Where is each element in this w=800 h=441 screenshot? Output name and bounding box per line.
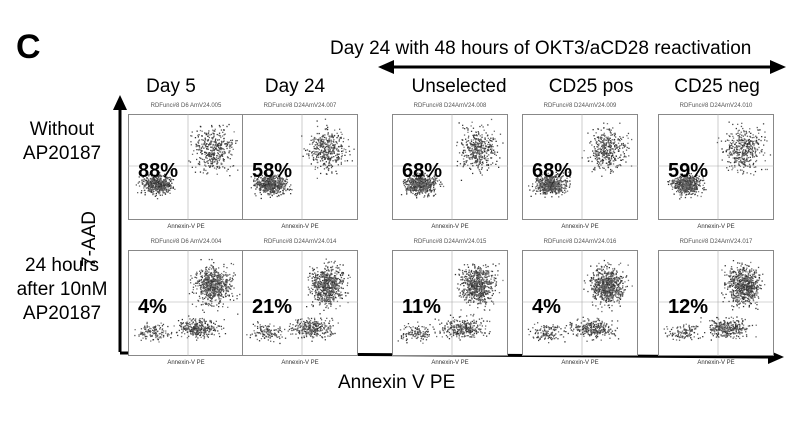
percent-label: 68% xyxy=(532,160,573,182)
scatter-density xyxy=(658,250,774,356)
plot-x-label: Annexin-V PE xyxy=(697,224,735,230)
header-double-arrow xyxy=(378,60,786,74)
plot-title: RDFunc#8 D24AmV24.016 xyxy=(543,239,617,245)
plot-x-label: Annexin-V PE xyxy=(281,360,319,366)
percent-label: 21% xyxy=(252,296,293,318)
scatter-density xyxy=(392,114,508,220)
scatter-density xyxy=(522,250,638,356)
flow-plot: RDFunc#8 D24AmV24.017 12% Annexin-V PE xyxy=(658,239,774,366)
percent-label: 59% xyxy=(668,160,709,182)
percent-label: 58% xyxy=(252,160,293,182)
percent-label: 11% xyxy=(402,296,441,318)
plot-title: RDFunc#8 D24AmV24.014 xyxy=(263,239,337,245)
percent-label: 4% xyxy=(532,296,561,318)
row-label-with-ap20187: 24 hours after 10nM AP20187 xyxy=(16,255,108,324)
scatter-density xyxy=(128,114,244,220)
row-label-without: Without AP20187 xyxy=(22,119,102,164)
flow-plot: RDFunc#8 D24AmV24.014 21% Annexin-V PE xyxy=(242,239,358,366)
panel-letter: C xyxy=(16,28,41,66)
plot-x-label: Annexin-V PE xyxy=(697,360,735,366)
column-label-cd25-pos: CD25 pos xyxy=(548,76,634,97)
plot-x-label: Annexin-V PE xyxy=(561,224,599,230)
scatter-density xyxy=(522,114,638,220)
plot-x-label: Annexin-V PE xyxy=(431,224,469,230)
plot-title: RDFunc#8 D6 AmV24.005 xyxy=(150,103,222,109)
plot-title: RDFunc#8 D24AmV24.017 xyxy=(679,239,753,245)
plot-title: RDFunc#8 D6 AmV24.004 xyxy=(150,239,222,245)
plot-title: RDFunc#8 D24AmV24.009 xyxy=(543,103,617,109)
plot-title: RDFunc#8 D24AmV24.010 xyxy=(679,103,753,109)
flow-plot: RDFunc#8 D24AmV24.015 11% Annexin-V PE xyxy=(392,239,508,366)
flow-plot: RDFunc#8 D24AmV24.007 58% Annexin-V PE xyxy=(242,103,358,230)
reactivation-header: Day 24 with 48 hours of OKT3/aCD28 react… xyxy=(330,38,752,59)
scatter-density xyxy=(392,250,508,356)
scatter-density xyxy=(128,250,244,356)
plot-x-label: Annexin-V PE xyxy=(431,360,469,366)
plot-x-label: Annexin-V PE xyxy=(167,360,205,366)
plot-title: RDFunc#8 D24AmV24.008 xyxy=(413,103,487,109)
percent-label: 4% xyxy=(138,296,167,318)
y-axis-label: 7-AAD xyxy=(78,211,100,267)
column-label-unselected: Unselected xyxy=(411,76,507,97)
percent-label: 88% xyxy=(138,160,179,182)
plot-title: RDFunc#8 D24AmV24.015 xyxy=(413,239,487,245)
column-label-cd25-neg: CD25 neg xyxy=(674,76,760,97)
percent-label: 68% xyxy=(402,160,443,182)
y-axis-arrow xyxy=(113,95,127,352)
column-label-day24: Day 24 xyxy=(264,76,326,97)
plot-x-label: Annexin-V PE xyxy=(561,360,599,366)
flow-plot: RDFunc#8 D24AmV24.008 68% Annexin-V PE xyxy=(392,103,508,230)
column-label-day5: Day 5 xyxy=(146,76,196,97)
x-axis-label: Annexin V PE xyxy=(338,372,456,393)
percent-label: 12% xyxy=(668,296,709,318)
flow-plot: RDFunc#8 D24AmV24.009 68% Annexin-V PE xyxy=(522,103,638,230)
scatter-density xyxy=(242,250,358,356)
plot-x-label: Annexin-V PE xyxy=(281,224,319,230)
flow-plot: RDFunc#8 D6 AmV24.004 4% Annexin-V PE xyxy=(128,239,244,366)
scatter-density xyxy=(658,114,774,220)
scatter-density xyxy=(242,114,358,220)
flow-plot: RDFunc#8 D24AmV24.016 4% Annexin-V PE xyxy=(522,239,638,366)
plot-x-label: Annexin-V PE xyxy=(167,224,205,230)
flow-plot: RDFunc#8 D6 AmV24.005 88% Annexin-V PE xyxy=(128,103,244,230)
plot-title: RDFunc#8 D24AmV24.007 xyxy=(263,103,337,109)
flow-plot: RDFunc#8 D24AmV24.010 59% Annexin-V PE xyxy=(658,103,774,230)
